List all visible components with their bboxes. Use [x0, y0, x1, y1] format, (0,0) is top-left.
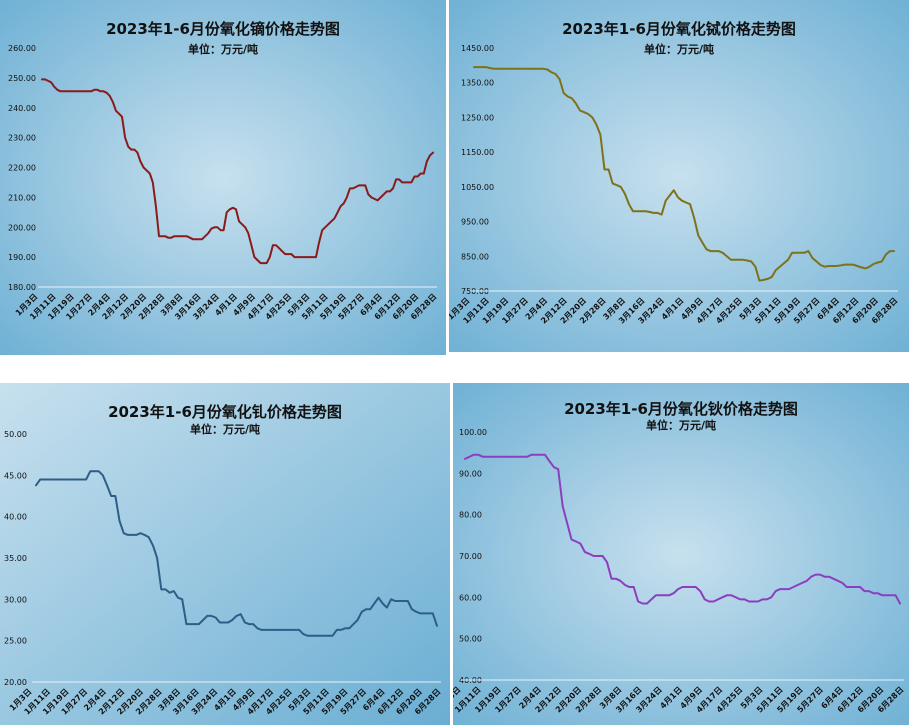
ho-chart-panel: 40.0050.0060.0070.0080.0090.00100.001月3日… — [453, 383, 909, 725]
dy-chart-title: 2023年1-6月份氧化镝价格走势图 — [106, 20, 340, 38]
tb-ytick-label: 1150.00 — [461, 148, 494, 157]
tb-ytick-label: 1250.00 — [461, 113, 494, 122]
gd-ytick-label: 35.00 — [4, 554, 27, 563]
ho-ytick-label: 70.00 — [459, 552, 482, 561]
dy-ytick-label: 230.00 — [8, 134, 36, 143]
gd-ytick-label: 50.00 — [4, 430, 27, 439]
ho-ytick-label: 100.00 — [459, 428, 487, 437]
gd-ytick-label: 40.00 — [4, 513, 27, 522]
gd-ytick-label: 25.00 — [4, 637, 27, 646]
gd-chart-panel: 20.00 25.00 30.00 35.00 40.00 45.00 50.00 1月3日 1… — [0, 383, 450, 725]
gd-ytick-label: 30.00 — [4, 595, 27, 604]
ho-chart-background — [453, 383, 909, 725]
tb-chart-panel: 750.00 850.00 950.00 1050.00 1150.00 1250.00 1… — [449, 0, 909, 352]
gd-ytick-label: 45.00 — [4, 471, 27, 480]
dy-price-line — [41, 78, 434, 265]
dy-ytick-label: 220.00 — [8, 164, 36, 173]
ho-ytick-label: 90.00 — [459, 469, 482, 478]
dy-chart-background — [0, 0, 446, 355]
tb-ytick-label: 1450.00 — [461, 44, 494, 53]
tb-price-line — [473, 66, 895, 282]
dy-ytick-label: 200.00 — [8, 223, 36, 232]
tb-chart-title: 2023年1-6月份氧化铽价格走势图 — [562, 20, 796, 38]
dy-chart-subtitle: 单位：万元/吨 — [187, 43, 259, 56]
tb-ytick-label: 950.00 — [461, 218, 489, 227]
ho-ytick-label: 80.00 — [459, 511, 482, 520]
ho-ytick-label: 60.00 — [459, 593, 482, 602]
ho-ytick-label: 50.00 — [459, 635, 482, 644]
ho-price-line — [464, 453, 901, 605]
gd-chart-background — [0, 383, 450, 725]
tb-chart-background — [449, 0, 909, 352]
ho-chart-svg: 40.0050.0060.0070.0080.0090.00100.001月3日… — [453, 383, 909, 725]
dy-chart-panel: 180.00 190.00 200.00 210.00 220.00 230.00 240.… — [0, 0, 446, 355]
tb-ytick-label: 850.00 — [461, 252, 489, 261]
gd-ytick-label: 20.00 — [4, 678, 27, 687]
dy-ytick-label: 210.00 — [8, 193, 36, 202]
gd-chart-subtitle: 单位：万元/吨 — [189, 423, 261, 436]
tb-ytick-label: 1050.00 — [461, 183, 494, 192]
dy-ytick-label: 250.00 — [8, 74, 36, 83]
gd-price-line — [35, 470, 438, 637]
ho-chart-subtitle: 单位：万元/吨 — [645, 419, 717, 432]
dy-chart-svg: 180.00 190.00 200.00 210.00 220.00 230.00 240.… — [0, 0, 446, 355]
dy-ytick-label: 240.00 — [8, 104, 36, 113]
dy-ytick-label: 190.00 — [8, 253, 36, 262]
gd-chart-svg: 20.0025.0030.0035.0040.0045.0050.001月3日1… — [0, 383, 450, 725]
dy-ytick-label: 260.00 — [8, 44, 36, 53]
dy-ytick-label: 180.00 — [8, 283, 36, 292]
gd-chart-title: 2023年1-6月份氧化钆价格走势图 — [108, 403, 342, 421]
tb-chart-subtitle: 单位：万元/吨 — [643, 43, 715, 56]
tb-chart-svg: 750.00850.00950.001050.001150.001250.001… — [449, 0, 909, 352]
ho-chart-title: 2023年1-6月份氧化钬价格走势图 — [564, 400, 798, 418]
tb-ytick-label: 1350.00 — [461, 79, 494, 88]
